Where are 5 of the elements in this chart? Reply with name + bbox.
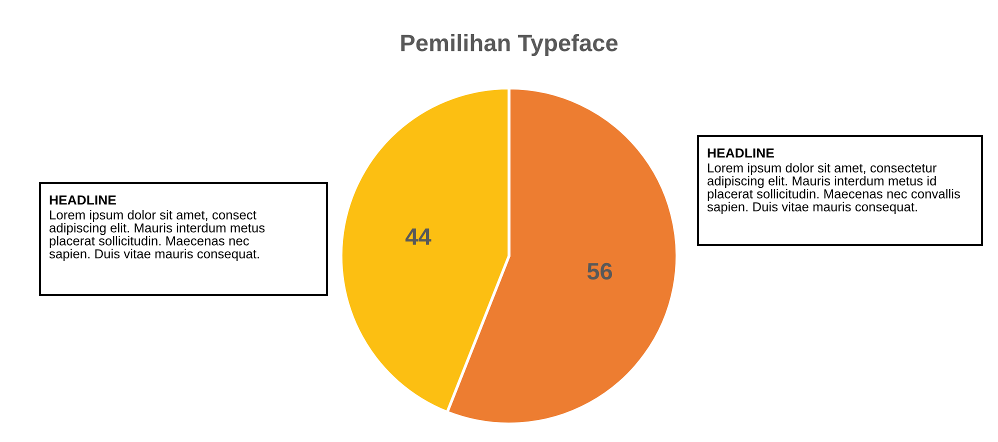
chart-title: Pemilihan Typeface: [401, 34, 618, 56]
data-label: 44: [405, 228, 432, 245]
data-label: 56: [587, 262, 612, 280]
text: HEADLINE Lorem ipsum dolor sit amet, consect adipiscing elit. Mauris interdum metus placerat sollicitudin. Maecenas nec sapien. Duis vitae mauris consequat.: [49, 195, 265, 261]
text: HEADLINE Lorem ipsum dolor sit amet, consectetur adipiscing elit. Mauris interdum metus id placerat sollicitudin. Maecenas nec convallis sapien. Duis vitae mauris consequat.: [707, 148, 960, 214]
